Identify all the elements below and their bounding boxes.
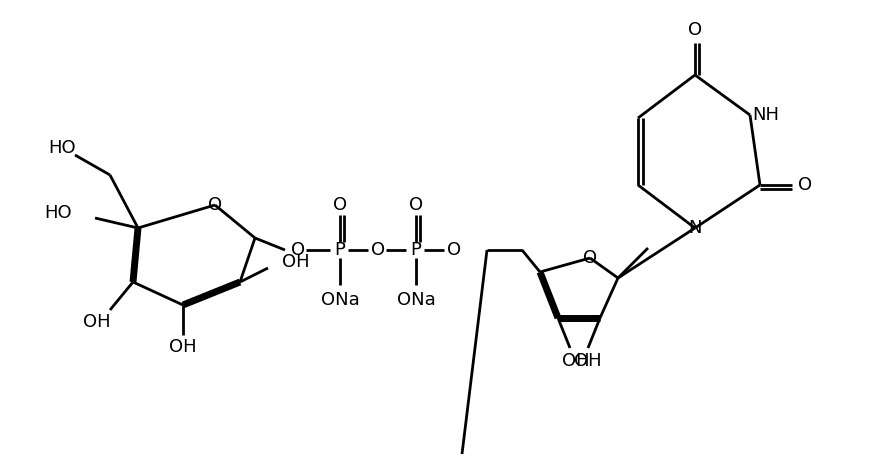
- Text: O: O: [797, 176, 811, 194]
- Text: ONa: ONa: [320, 291, 359, 309]
- Text: O: O: [446, 241, 461, 259]
- Text: OH: OH: [562, 352, 589, 370]
- Text: O: O: [408, 196, 422, 214]
- Text: O: O: [291, 241, 305, 259]
- Text: NH: NH: [752, 106, 778, 124]
- Text: ONa: ONa: [396, 291, 435, 309]
- Text: O: O: [371, 241, 385, 259]
- Text: OH: OH: [169, 338, 197, 356]
- Text: O: O: [582, 249, 596, 267]
- Text: O: O: [687, 21, 702, 39]
- Text: HO: HO: [48, 139, 76, 157]
- Text: P: P: [410, 241, 421, 259]
- Text: OH: OH: [573, 352, 601, 370]
- Text: OH: OH: [83, 313, 111, 331]
- Text: O: O: [208, 196, 222, 214]
- Text: OH: OH: [282, 253, 309, 271]
- Text: P: P: [335, 241, 345, 259]
- Text: HO: HO: [44, 204, 72, 222]
- Text: O: O: [333, 196, 347, 214]
- Text: N: N: [687, 219, 701, 237]
